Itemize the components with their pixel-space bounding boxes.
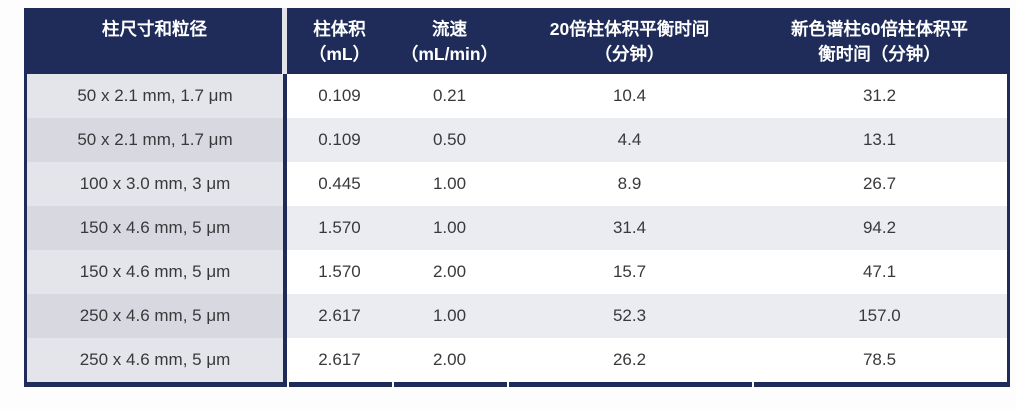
cell-equilibration-20x: 10.4 [507, 74, 752, 118]
cell-column-volume: 2.617 [287, 294, 392, 338]
cell-column-volume: 2.617 [287, 338, 392, 382]
cell-column-size: 250 x 4.6 mm, 5 μm [27, 294, 287, 338]
cell-column-size: 50 x 2.1 mm, 1.7 μm [27, 74, 287, 118]
equilibration-time-table: 柱尺寸和粒径 柱体积 （mL） 流速 （mL/min） 20倍柱体积平衡时间 （… [24, 8, 1010, 387]
header-line: （mL） [308, 43, 371, 64]
cell-flow-rate: 2.00 [392, 250, 507, 294]
cell-column-size: 250 x 4.6 mm, 5 μm [27, 338, 287, 382]
cell-equilibration-20x: 8.9 [507, 162, 752, 206]
table-row: 50 x 2.1 mm, 1.7 μm 0.109 0.21 10.4 31.2 [27, 74, 1007, 118]
cell-equilibration-60x: 47.1 [752, 250, 1007, 294]
header-column-volume: 柱体积 （mL） [287, 8, 392, 74]
border-segment [509, 382, 752, 387]
border-segment [394, 382, 507, 387]
header-line: 20倍柱体积平衡时间 [549, 19, 710, 39]
header-line: 流速 [432, 19, 467, 39]
table-row: 50 x 2.1 mm, 1.7 μm 0.109 0.50 4.4 13.1 [27, 118, 1007, 162]
table-row: 150 x 4.6 mm, 5 μm 1.570 1.00 31.4 94.2 [27, 206, 1007, 250]
table-bottom-border [27, 382, 1007, 387]
cell-equilibration-60x: 13.1 [752, 118, 1007, 162]
cell-flow-rate: 0.50 [392, 118, 507, 162]
header-column-size-particle: 柱尺寸和粒径 [27, 8, 287, 74]
cell-equilibration-60x: 31.2 [752, 74, 1007, 118]
table-row: 150 x 4.6 mm, 5 μm 1.570 2.00 15.7 47.1 [27, 250, 1007, 294]
cell-equilibration-20x: 15.7 [507, 250, 752, 294]
cell-column-size: 100 x 3.0 mm, 3 μm [27, 162, 287, 206]
border-segment [754, 382, 1007, 387]
header-line: 新色谱柱60倍柱体积平 [791, 19, 968, 39]
header-line: （分钟） [594, 43, 665, 64]
header-equilibration-20x: 20倍柱体积平衡时间 （分钟） [507, 8, 752, 74]
cell-flow-rate: 1.00 [392, 206, 507, 250]
cell-equilibration-20x: 4.4 [507, 118, 752, 162]
cell-column-volume: 0.445 [287, 162, 392, 206]
cell-column-volume: 1.570 [287, 250, 392, 294]
header-line: （mL/min） [400, 43, 499, 64]
border-segment [289, 382, 392, 387]
table-row: 250 x 4.6 mm, 5 μm 2.617 2.00 26.2 78.5 [27, 338, 1007, 382]
header-equilibration-60x: 新色谱柱60倍柱体积平 衡时间（分钟） [752, 8, 1007, 74]
table-header-row: 柱尺寸和粒径 柱体积 （mL） 流速 （mL/min） 20倍柱体积平衡时间 （… [27, 8, 1007, 74]
cell-equilibration-20x: 52.3 [507, 294, 752, 338]
header-line: 衡时间（分钟） [818, 43, 941, 64]
cell-column-size: 150 x 4.6 mm, 5 μm [27, 250, 287, 294]
cell-equilibration-60x: 157.0 [752, 294, 1007, 338]
table-row: 100 x 3.0 mm, 3 μm 0.445 1.00 8.9 26.7 [27, 162, 1007, 206]
cell-flow-rate: 0.21 [392, 74, 507, 118]
cell-equilibration-20x: 26.2 [507, 338, 752, 382]
cell-column-volume: 1.570 [287, 206, 392, 250]
cell-flow-rate: 2.00 [392, 338, 507, 382]
header-flow-rate: 流速 （mL/min） [392, 8, 507, 74]
cell-flow-rate: 1.00 [392, 294, 507, 338]
cell-equilibration-60x: 78.5 [752, 338, 1007, 382]
cell-column-volume: 0.109 [287, 74, 392, 118]
table-row: 250 x 4.6 mm, 5 μm 2.617 1.00 52.3 157.0 [27, 294, 1007, 338]
cell-column-size: 50 x 2.1 mm, 1.7 μm [27, 118, 287, 162]
header-line: 柱体积 [313, 19, 366, 39]
cell-equilibration-60x: 94.2 [752, 206, 1007, 250]
cell-flow-rate: 1.00 [392, 162, 507, 206]
cell-equilibration-20x: 31.4 [507, 206, 752, 250]
border-segment [27, 382, 287, 387]
header-line: 柱尺寸和粒径 [102, 19, 207, 39]
cell-column-size: 150 x 4.6 mm, 5 μm [27, 206, 287, 250]
cell-equilibration-60x: 26.7 [752, 162, 1007, 206]
cell-column-volume: 0.109 [287, 118, 392, 162]
